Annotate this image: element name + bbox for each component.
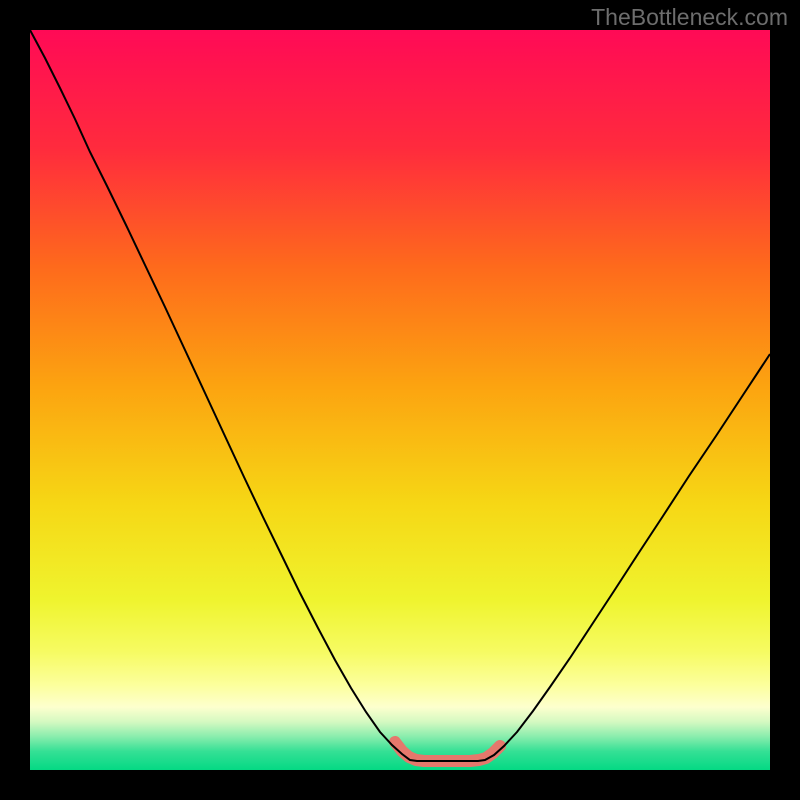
bottleneck-curve-plot: [0, 0, 800, 800]
watermark-text: TheBottleneck.com: [591, 4, 788, 31]
canvas: TheBottleneck.com: [0, 0, 800, 800]
plot-background: [30, 30, 770, 770]
